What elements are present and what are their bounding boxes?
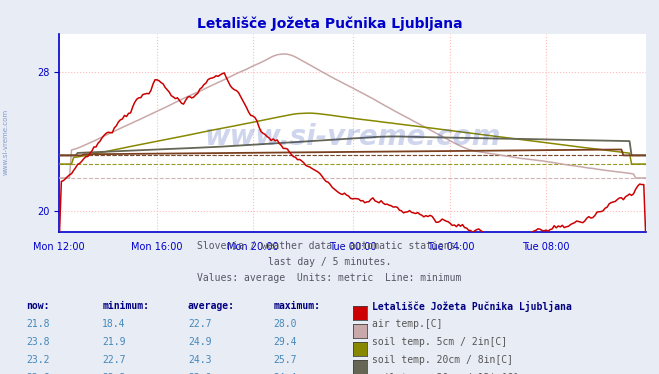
Text: 22.7: 22.7: [102, 355, 126, 365]
Text: 18.4: 18.4: [102, 319, 126, 329]
Text: last day / 5 minutes.: last day / 5 minutes.: [268, 257, 391, 267]
Text: 23.6: 23.6: [26, 373, 50, 374]
Text: 23.9: 23.9: [188, 373, 212, 374]
Text: 24.4: 24.4: [273, 373, 297, 374]
Text: Slovenia / weather data - automatic stations.: Slovenia / weather data - automatic stat…: [197, 241, 462, 251]
Text: 24.9: 24.9: [188, 337, 212, 347]
Text: 24.3: 24.3: [188, 355, 212, 365]
Text: 21.9: 21.9: [102, 337, 126, 347]
Text: air temp.[C]: air temp.[C]: [372, 319, 443, 329]
Text: 23.8: 23.8: [26, 337, 50, 347]
Text: 22.7: 22.7: [188, 319, 212, 329]
Text: maximum:: maximum:: [273, 301, 320, 311]
Text: soil temp. 30cm / 12in[C]: soil temp. 30cm / 12in[C]: [372, 373, 519, 374]
Text: 23.2: 23.2: [102, 373, 126, 374]
Text: Letališče Jožeta Pučnika Ljubljana: Letališče Jožeta Pučnika Ljubljana: [372, 301, 572, 312]
Text: 23.2: 23.2: [26, 355, 50, 365]
Text: 21.8: 21.8: [26, 319, 50, 329]
Text: 25.7: 25.7: [273, 355, 297, 365]
Text: minimum:: minimum:: [102, 301, 149, 311]
Text: soil temp. 20cm / 8in[C]: soil temp. 20cm / 8in[C]: [372, 355, 513, 365]
Text: average:: average:: [188, 301, 235, 311]
Text: now:: now:: [26, 301, 50, 311]
Text: soil temp. 5cm / 2in[C]: soil temp. 5cm / 2in[C]: [372, 337, 507, 347]
Text: Letališče Jožeta Pučnika Ljubljana: Letališče Jožeta Pučnika Ljubljana: [196, 17, 463, 31]
Text: Values: average  Units: metric  Line: minimum: Values: average Units: metric Line: mini…: [197, 273, 462, 283]
Text: 28.0: 28.0: [273, 319, 297, 329]
Text: www.si-vreme.com: www.si-vreme.com: [204, 123, 501, 151]
Text: 29.4: 29.4: [273, 337, 297, 347]
Text: www.si-vreme.com: www.si-vreme.com: [2, 109, 9, 175]
